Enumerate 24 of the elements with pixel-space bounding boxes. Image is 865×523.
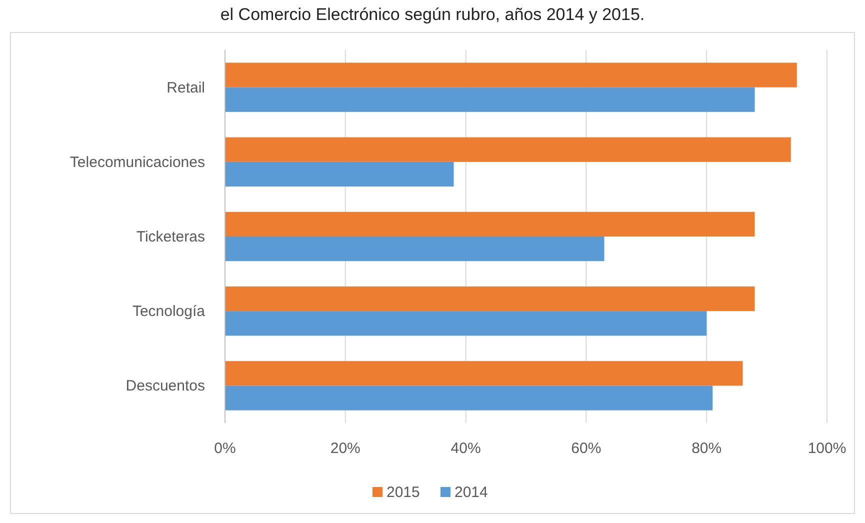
y-tick-label: Retail xyxy=(166,79,205,96)
legend-label: 2014 xyxy=(454,484,488,501)
x-tick-label: 100% xyxy=(808,440,846,457)
y-tick-label: Ticketeras xyxy=(136,228,205,246)
bar xyxy=(225,87,755,112)
bar xyxy=(225,286,755,312)
bar xyxy=(225,162,454,187)
bar xyxy=(225,311,707,336)
bar xyxy=(225,62,797,88)
x-tick-label: 80% xyxy=(692,440,722,457)
x-tick-label: 0% xyxy=(214,440,236,457)
y-tick-label: Tecnología xyxy=(132,303,206,320)
x-tick-label: 40% xyxy=(450,440,481,457)
x-tick-label: 60% xyxy=(571,440,602,457)
x-tick-label: 20% xyxy=(330,440,360,457)
y-tick-label: Telecomunicaciones xyxy=(70,154,205,171)
y-tick-label: Descuentos xyxy=(126,378,205,395)
bar xyxy=(225,386,713,410)
legend-label: 2015 xyxy=(386,484,420,501)
bar xyxy=(225,137,791,162)
bar xyxy=(225,236,604,262)
bar xyxy=(225,361,743,386)
chart-title: el Comercio Electrónico según rubro, años 2014 y 2015. xyxy=(220,5,645,24)
bar xyxy=(225,212,755,236)
